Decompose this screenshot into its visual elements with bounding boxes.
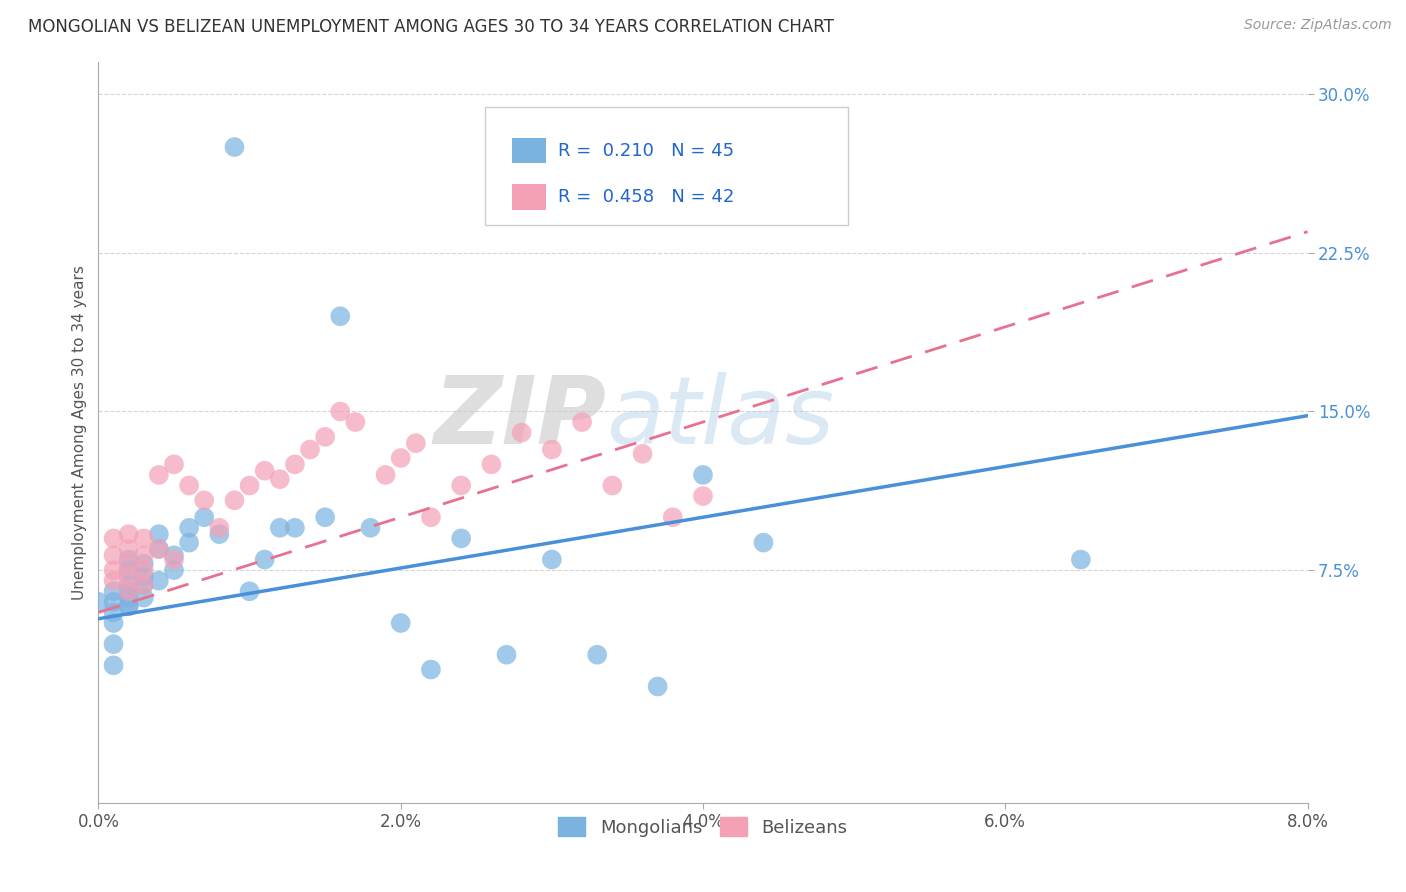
- Point: [132, 563, 155, 577]
- Point: [148, 541, 170, 556]
- Point: [360, 521, 382, 535]
- Point: [420, 510, 443, 524]
- Point: [103, 584, 125, 599]
- Point: [118, 557, 141, 571]
- Point: [540, 442, 562, 457]
- FancyBboxPatch shape: [512, 137, 546, 163]
- Point: [284, 521, 307, 535]
- Point: [752, 535, 775, 549]
- Point: [253, 464, 276, 478]
- Point: [329, 404, 352, 418]
- Point: [132, 578, 155, 592]
- Point: [163, 552, 186, 566]
- Point: [253, 552, 276, 566]
- Point: [179, 535, 201, 549]
- Text: ZIP: ZIP: [433, 372, 606, 464]
- FancyBboxPatch shape: [512, 185, 546, 211]
- Legend: Mongolians, Belizeans: Mongolians, Belizeans: [550, 808, 856, 846]
- Point: [132, 591, 155, 605]
- Point: [450, 478, 472, 492]
- Point: [269, 521, 291, 535]
- Point: [118, 578, 141, 592]
- Text: atlas: atlas: [606, 372, 835, 463]
- Point: [571, 415, 593, 429]
- Point: [148, 467, 170, 482]
- Point: [163, 458, 186, 472]
- Point: [284, 458, 307, 472]
- Point: [224, 493, 246, 508]
- Point: [132, 569, 155, 583]
- Point: [193, 493, 215, 508]
- Point: [510, 425, 533, 440]
- Point: [118, 599, 141, 613]
- Point: [179, 478, 201, 492]
- Point: [540, 552, 562, 566]
- Point: [132, 578, 155, 592]
- Point: [103, 606, 125, 620]
- Point: [163, 549, 186, 563]
- Point: [692, 467, 714, 482]
- Point: [103, 658, 125, 673]
- FancyBboxPatch shape: [485, 107, 848, 226]
- Point: [118, 541, 141, 556]
- Text: R =  0.210   N = 45: R = 0.210 N = 45: [558, 142, 734, 160]
- Point: [631, 447, 654, 461]
- Point: [389, 615, 412, 630]
- Point: [586, 648, 609, 662]
- Point: [118, 591, 141, 605]
- Point: [103, 615, 125, 630]
- Text: R =  0.458   N = 42: R = 0.458 N = 42: [558, 188, 734, 206]
- Point: [692, 489, 714, 503]
- Point: [118, 584, 141, 599]
- Text: Source: ZipAtlas.com: Source: ZipAtlas.com: [1244, 18, 1392, 32]
- Point: [103, 563, 125, 577]
- Point: [103, 532, 125, 546]
- Point: [329, 310, 352, 324]
- Point: [118, 584, 141, 599]
- Point: [148, 574, 170, 588]
- Point: [148, 527, 170, 541]
- Point: [314, 430, 336, 444]
- Point: [1070, 552, 1092, 566]
- Point: [103, 637, 125, 651]
- Point: [132, 557, 155, 571]
- Point: [118, 599, 141, 613]
- Y-axis label: Unemployment Among Ages 30 to 34 years: Unemployment Among Ages 30 to 34 years: [72, 265, 87, 600]
- Point: [148, 541, 170, 556]
- Point: [193, 510, 215, 524]
- Point: [132, 549, 155, 563]
- Point: [118, 552, 141, 566]
- Point: [661, 510, 683, 524]
- Text: MONGOLIAN VS BELIZEAN UNEMPLOYMENT AMONG AGES 30 TO 34 YEARS CORRELATION CHART: MONGOLIAN VS BELIZEAN UNEMPLOYMENT AMONG…: [28, 18, 834, 36]
- Point: [495, 648, 517, 662]
- Point: [374, 467, 396, 482]
- Point: [420, 663, 443, 677]
- Point: [118, 569, 141, 583]
- Point: [314, 510, 336, 524]
- Point: [163, 563, 186, 577]
- Point: [118, 527, 141, 541]
- Point: [208, 527, 231, 541]
- Point: [132, 532, 155, 546]
- Point: [208, 521, 231, 535]
- Point: [602, 478, 624, 492]
- Point: [450, 532, 472, 546]
- Point: [103, 595, 125, 609]
- Point: [481, 458, 503, 472]
- Point: [344, 415, 367, 429]
- Point: [87, 595, 110, 609]
- Point: [389, 450, 412, 465]
- Point: [224, 140, 246, 154]
- Point: [647, 680, 669, 694]
- Point: [179, 521, 201, 535]
- Point: [405, 436, 427, 450]
- Point: [103, 549, 125, 563]
- Point: [239, 478, 262, 492]
- Point: [299, 442, 322, 457]
- Point: [103, 574, 125, 588]
- Point: [269, 472, 291, 486]
- Point: [118, 563, 141, 577]
- Point: [239, 584, 262, 599]
